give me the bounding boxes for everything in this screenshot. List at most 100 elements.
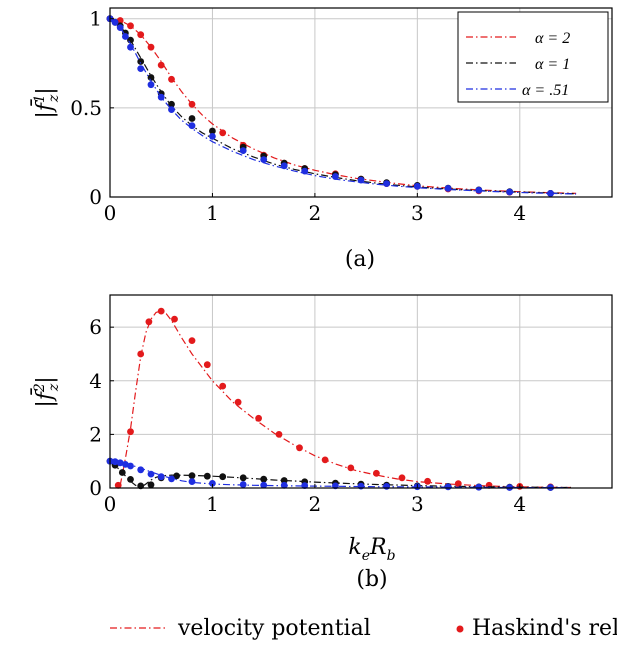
data-point-alpha051 (260, 481, 268, 489)
panel-a-series (106, 15, 577, 197)
y-tick-label: 0.5 (70, 96, 102, 120)
data-point-alpha1 (127, 476, 134, 483)
panel-a-ylabel: |f̄1z| (30, 87, 62, 118)
panel-b-ticks: 0 1 2 3 4 0 2 4 6 (89, 315, 526, 516)
data-point-alpha2 (373, 469, 380, 477)
x-tick-label: 1 (206, 201, 219, 225)
data-point-alpha051 (137, 466, 145, 474)
panel-b-grid (110, 295, 612, 488)
data-point-alpha2 (168, 75, 175, 83)
data-point-alpha1 (203, 472, 211, 480)
legend: α = 2 α = 1 α = .51 (457, 11, 609, 103)
data-point-alpha1 (188, 472, 196, 480)
data-point-alpha2 (219, 129, 227, 137)
data-point-alpha2 (157, 307, 165, 315)
data-point-alpha051 (157, 93, 165, 101)
data-point-alpha051 (111, 458, 119, 466)
data-point-alpha051 (413, 182, 421, 190)
data-point-alpha2 (137, 350, 145, 358)
data-point-alpha051 (239, 147, 247, 155)
data-point-alpha2 (321, 456, 329, 464)
y-tick-label: 0 (89, 185, 102, 209)
data-point-alpha051 (301, 482, 309, 489)
data-point-alpha051 (280, 481, 288, 489)
data-point-alpha2 (255, 414, 262, 422)
data-point-alpha2 (188, 100, 196, 108)
haskind-relation-label: Haskind's relation (472, 616, 617, 641)
data-point-alpha051 (137, 65, 145, 72)
data-point-alpha051 (383, 483, 390, 490)
data-point-alpha051 (260, 156, 268, 164)
x-tick-label: 0 (104, 201, 117, 225)
data-point-alpha051 (127, 43, 134, 51)
velocity-potential-label: velocity potential (177, 616, 371, 641)
haskind-dot-icon (456, 625, 464, 633)
data-point-alpha2 (203, 361, 211, 369)
x-tick-label: 2 (309, 492, 322, 516)
y-tick-label: 0 (89, 476, 102, 500)
data-point-alpha2 (347, 464, 355, 472)
legend-label-alpha2: α = 2 (535, 30, 570, 47)
data-point-alpha2 (127, 428, 134, 436)
panel-b-ylabel: |f̄2z| (30, 376, 62, 407)
data-point-alpha051 (168, 106, 175, 113)
panel-a-ticks: 0 1 2 3 4 0 0.5 1 (70, 7, 526, 225)
data-point-alpha051 (506, 188, 513, 196)
data-point-alpha2 (157, 61, 165, 69)
panel-b-caption: (b) (356, 567, 387, 592)
data-point-alpha051 (444, 185, 452, 192)
data-point-alpha1 (219, 473, 227, 481)
data-point-alpha1 (173, 472, 181, 480)
data-point-alpha1 (118, 469, 126, 476)
data-point-alpha2 (398, 474, 406, 482)
data-point-alpha051 (444, 483, 452, 491)
panel-a-caption: (a) (345, 247, 375, 272)
data-point-alpha051 (188, 122, 196, 130)
data-point-alpha2 (296, 444, 303, 452)
x-axis-label: keRb (348, 535, 395, 564)
panel-a: 0 1 2 3 4 0 0.5 1 |f̄1z| (a) α = 2 α = 1 α = .5… (30, 7, 613, 272)
data-point-alpha2 (147, 43, 155, 51)
data-point-alpha2 (137, 31, 145, 39)
data-point-alpha051 (122, 33, 129, 40)
data-point-alpha2 (219, 382, 227, 390)
x-tick-label: 3 (411, 492, 424, 516)
x-tick-label: 2 (309, 201, 322, 225)
data-point-alpha2 (275, 431, 283, 438)
data-point-alpha051 (357, 176, 365, 184)
data-point-alpha051 (547, 190, 554, 197)
data-point-alpha051 (209, 480, 216, 487)
bottom-legend: velocity potential Haskind's relation (110, 616, 617, 641)
data-point-alpha1 (188, 115, 196, 122)
x-tick-label: 0 (104, 492, 117, 516)
legend-entry-alpha2: α = 2 (466, 30, 570, 47)
y-tick-label: 2 (89, 422, 102, 446)
data-point-alpha2 (188, 337, 196, 344)
data-point-alpha1 (147, 481, 155, 489)
data-point-alpha051 (475, 186, 483, 194)
data-point-alpha1 (147, 74, 155, 81)
x-tick-label: 1 (206, 492, 219, 516)
legend-entry-alpha1: α = 1 (466, 56, 570, 73)
data-point-alpha1 (137, 58, 145, 65)
data-point-alpha2 (145, 318, 153, 326)
data-point-alpha1 (280, 477, 288, 484)
data-point-alpha2 (116, 17, 124, 24)
data-point-alpha051 (280, 162, 288, 170)
panel-b-series (106, 307, 572, 491)
data-point-alpha051 (147, 470, 155, 478)
series-line-alpha2 (119, 310, 572, 489)
x-tick-label: 4 (513, 201, 526, 225)
panel-b: 0 1 2 3 4 0 2 4 6 |f̄2z| keRb (b) (30, 294, 613, 592)
data-point-alpha1 (168, 100, 175, 108)
x-tick-label: 3 (411, 201, 424, 225)
data-point-alpha2 (171, 315, 178, 323)
x-tick-label: 4 (513, 492, 526, 516)
data-point-alpha2 (114, 481, 122, 489)
panel-b-frame (109, 294, 613, 489)
data-point-alpha051 (147, 81, 155, 89)
data-point-alpha051 (111, 18, 119, 26)
data-point-alpha051 (157, 473, 165, 481)
data-point-alpha051 (332, 173, 339, 180)
